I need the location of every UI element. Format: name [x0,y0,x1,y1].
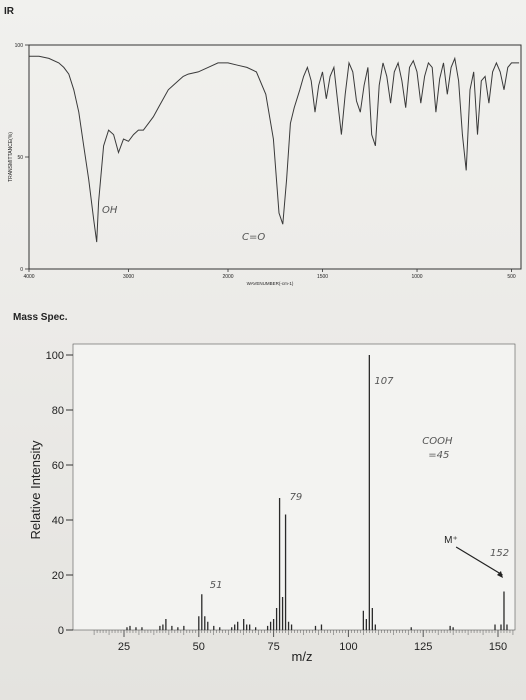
ms-x-tick-label: 75 [267,641,279,653]
ms-annotation-107: 107 [374,376,394,387]
ms-title: Mass Spec. [13,312,68,323]
mass-spec-chart: Mass Spec. Relative Intensity m/z 0 20 40 6… [13,312,516,664]
ms-molecular-ion-arrow [455,546,503,576]
ms-y-axis-label: Relative Intensity [28,440,43,539]
ms-y-tick-label: 80 [52,405,64,417]
ir-x-tick-label: 3000 [123,274,134,280]
ms-bars [126,355,508,630]
ms-x-tick-label: 50 [193,641,205,653]
ms-x-ticks: 25 50 75 100 125 150 [93,630,514,653]
ir-y-axis-label: TRANSMITTANCE(%) [8,132,14,182]
ms-annotation-51: 51 [210,580,223,591]
ms-annotation-152: 152 [490,548,509,559]
ir-y-tick-label: 100 [15,43,24,49]
ms-molecular-ion-arrowhead [496,571,503,578]
ms-y-tick-label: 20 [52,570,64,582]
ir-annotation-oh: OH [102,205,118,216]
ir-x-tick-label: 4000 [23,274,34,280]
ms-annotation-cooh: COOH [422,436,453,447]
ms-y-tick-label: 40 [52,515,64,527]
ir-chart: IR TRANSMITTANCE(%) WAVENUMBER(-cm-1) 10… [4,6,522,286]
ms-x-axis-label: m/z [292,649,313,664]
ir-x-tick-label: 1000 [411,274,422,280]
ir-y-tick-label: 50 [17,155,23,161]
ir-y-tick-label: 0 [20,267,23,273]
ir-y-ticks: 100 50 0 [15,43,29,273]
ir-spectrum-line [29,55,520,243]
ms-x-tick-label: 125 [414,641,432,653]
ir-title: IR [4,6,15,17]
ms-annotation-molecular-ion: M⁺ [444,535,458,546]
ir-x-tick-label: 2000 [222,274,233,280]
ms-x-tick-label: 100 [339,641,357,653]
ms-y-tick-label: 100 [46,350,64,362]
ir-annotation-co: C=O [242,232,265,243]
ms-annotations: 107 79 51 COOH =45 152 M⁺ [210,376,509,591]
ir-x-axis-label: WAVENUMBER(-cm-1) [247,281,294,286]
ms-y-tick-label: 60 [52,460,64,472]
ir-x-ticks: 4000 3000 2000 1500 1000 500 [23,269,516,280]
ms-plot-frame [72,343,516,631]
ir-x-tick-label: 500 [507,274,516,280]
ms-annotation-79: 79 [290,492,303,503]
ms-y-ticks: 0 20 40 60 80 100 [46,350,73,637]
ms-x-tick-label: 150 [489,641,507,653]
ir-x-tick-label: 1500 [317,274,328,280]
ms-x-tick-label: 25 [118,641,130,653]
ms-y-tick-label: 0 [58,625,64,637]
ms-annotation-cooh-45: =45 [428,450,449,461]
